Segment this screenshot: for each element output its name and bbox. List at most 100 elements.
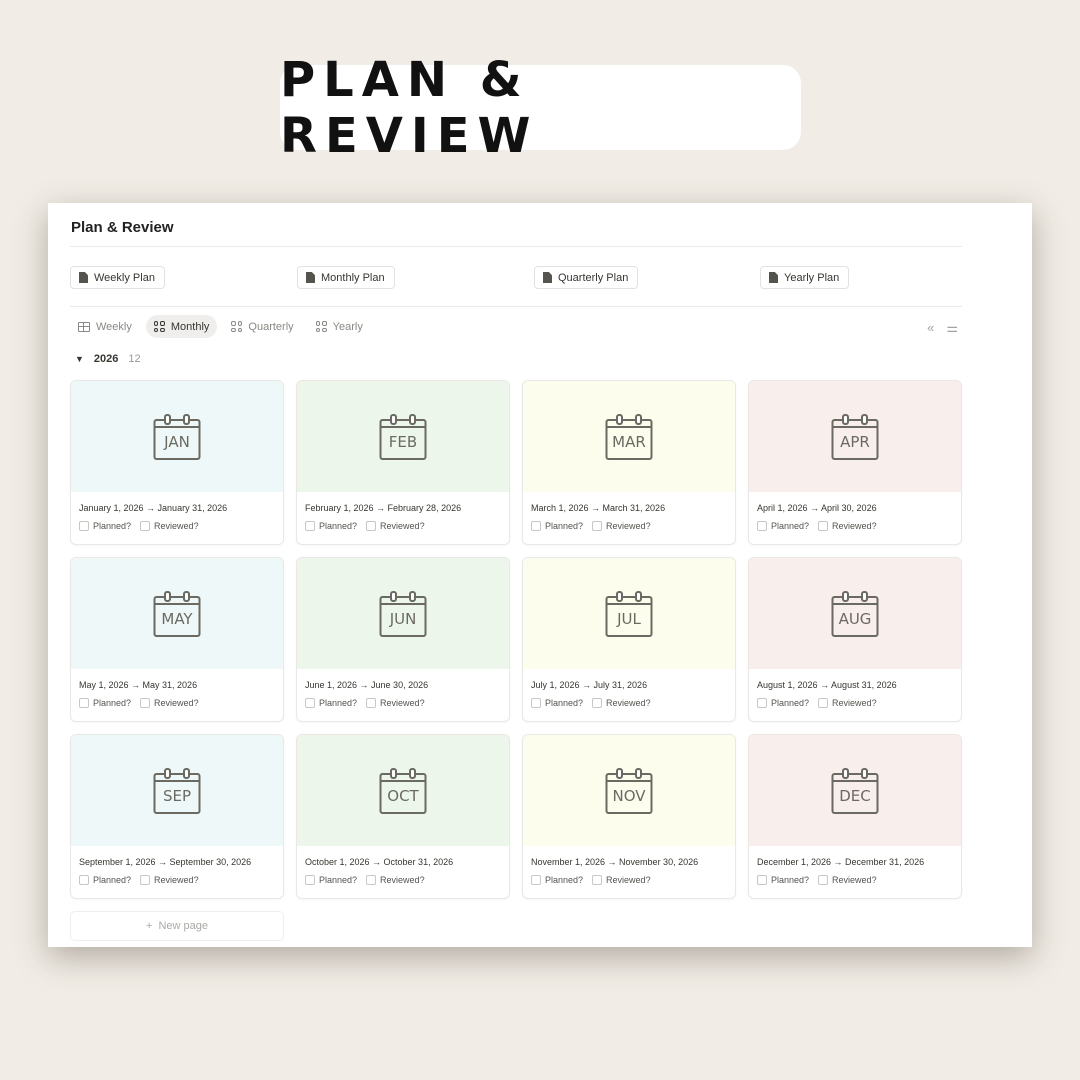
quarterly-plan-button[interactable]: Quarterly Plan [534, 266, 639, 289]
checkbox-icon[interactable] [592, 698, 603, 708]
settings-sliders-icon[interactable]: ⚌ [946, 320, 958, 335]
checkbox-icon[interactable] [818, 875, 829, 885]
planned-checkbox[interactable]: Planned? [305, 521, 357, 531]
date-range: March 1, 2026 → March 31, 2026 [531, 503, 666, 513]
tab-yearly[interactable]: Yearly [308, 315, 371, 338]
document-icon [79, 272, 88, 283]
month-label: JAN [164, 432, 190, 451]
planned-checkbox[interactable]: Planned? [305, 875, 357, 885]
new-page-button[interactable]: + New page [70, 911, 284, 941]
checkbox-label: Reviewed? [832, 521, 877, 531]
reviewed-checkbox[interactable]: Reviewed? [592, 875, 651, 885]
checkbox-icon[interactable] [305, 875, 315, 885]
reviewed-checkbox[interactable]: Reviewed? [366, 875, 425, 885]
date-range: October 1, 2026 → October 31, 2026 [305, 857, 454, 867]
gallery-icon [153, 321, 165, 332]
group-header[interactable]: ▼ 2026 12 [75, 353, 141, 365]
view-tabs: Weekly Monthly Quarterly Yearly [70, 315, 371, 338]
planned-checkbox[interactable]: Planned? [531, 875, 583, 885]
triangle-down-icon[interactable]: ▼ [75, 354, 84, 364]
month-label: JUN [389, 609, 417, 628]
card-cover: DEC [749, 735, 961, 846]
planned-checkbox[interactable]: Planned? [757, 521, 809, 531]
checkbox-icon[interactable] [531, 521, 541, 531]
reviewed-checkbox[interactable]: Reviewed? [140, 698, 199, 708]
month-card-aug[interactable]: AUG August 1, 2026 → August 31, 2026 Pla… [748, 557, 962, 722]
checkbox-icon[interactable] [79, 698, 89, 708]
checkbox-icon[interactable] [757, 698, 767, 708]
button-label: Quarterly Plan [558, 271, 629, 284]
planned-checkbox[interactable]: Planned? [531, 521, 583, 531]
date-range: August 1, 2026 → August 31, 2026 [757, 680, 897, 690]
checkbox-icon[interactable] [79, 875, 89, 885]
month-card-jun[interactable]: JUN June 1, 2026 → June 30, 2026 Planned… [296, 557, 510, 722]
tab-monthly[interactable]: Monthly [145, 315, 218, 338]
reviewed-checkbox[interactable]: Reviewed? [140, 875, 199, 885]
checkbox-icon[interactable] [818, 521, 829, 531]
reviewed-checkbox[interactable]: Reviewed? [818, 875, 877, 885]
month-card-oct[interactable]: OCT October 1, 2026 → October 31, 2026 P… [296, 734, 510, 899]
reviewed-checkbox[interactable]: Reviewed? [818, 521, 877, 531]
reviewed-checkbox[interactable]: Reviewed? [366, 698, 425, 708]
reviewed-checkbox[interactable]: Reviewed? [592, 521, 651, 531]
planned-checkbox[interactable]: Planned? [305, 698, 357, 708]
checkbox-icon[interactable] [757, 875, 767, 885]
checkbox-icon[interactable] [531, 698, 541, 708]
checkbox-icon[interactable] [818, 698, 829, 708]
checkbox-icon[interactable] [592, 875, 603, 885]
month-card-may[interactable]: MAY May 1, 2026 → May 31, 2026 Planned? R… [70, 557, 284, 722]
checkbox-icon[interactable] [140, 521, 151, 531]
planned-checkbox[interactable]: Planned? [757, 875, 809, 885]
month-card-jan[interactable]: JAN January 1, 2026 → January 31, 2026 P… [70, 380, 284, 545]
checkbox-icon[interactable] [366, 698, 377, 708]
checkbox-label: Reviewed? [154, 521, 199, 531]
checkbox-icon[interactable] [592, 521, 603, 531]
checkbox-label: Planned? [319, 875, 358, 885]
planned-checkbox[interactable]: Planned? [79, 875, 131, 885]
checkbox-icon[interactable] [531, 875, 541, 885]
month-card-nov[interactable]: NOV November 1, 2026 → November 30, 2026… [522, 734, 736, 899]
checkbox-icon[interactable] [305, 521, 315, 531]
reviewed-checkbox[interactable]: Reviewed? [592, 698, 651, 708]
yearly-plan-button[interactable]: Yearly Plan [760, 266, 850, 289]
checkbox-icon[interactable] [140, 698, 151, 708]
view-tools: « ⚌ [927, 320, 958, 336]
month-card-apr[interactable]: APR April 1, 2026 → April 30, 2026 Plann… [748, 380, 962, 545]
planned-checkbox[interactable]: Planned? [79, 698, 131, 708]
date-range: April 1, 2026 → April 30, 2026 [757, 503, 877, 513]
checkbox-label: Reviewed? [380, 521, 425, 531]
planned-checkbox[interactable]: Planned? [531, 698, 583, 708]
checkbox-icon[interactable] [79, 521, 89, 531]
reviewed-checkbox[interactable]: Reviewed? [140, 521, 199, 531]
checkbox-label: Reviewed? [606, 521, 651, 531]
reviewed-checkbox[interactable]: Reviewed? [818, 698, 877, 708]
collapse-icon[interactable]: « [927, 320, 935, 335]
checkbox-icon[interactable] [366, 521, 377, 531]
tab-quarterly[interactable]: Quarterly [223, 315, 301, 338]
month-card-dec[interactable]: DEC December 1, 2026 → December 31, 2026… [748, 734, 962, 899]
card-cover: NOV [523, 735, 735, 846]
month-card-jul[interactable]: JUL July 1, 2026 → July 31, 2026 Planned… [522, 557, 736, 722]
month-label: OCT [387, 786, 419, 805]
checkbox-label: Planned? [93, 698, 132, 708]
month-card-feb[interactable]: FEB February 1, 2026 → February 28, 2026… [296, 380, 510, 545]
month-card-sep[interactable]: SEP September 1, 2026 → September 30, 20… [70, 734, 284, 899]
gallery-icon [231, 321, 243, 332]
calendar-icon: FEB [379, 413, 427, 461]
checkbox-label: Planned? [771, 698, 810, 708]
weekly-plan-button[interactable]: Weekly Plan [70, 266, 165, 289]
checkbox-icon[interactable] [305, 698, 315, 708]
card-cover: APR [749, 381, 961, 492]
tab-weekly[interactable]: Weekly [70, 315, 140, 338]
checkbox-icon[interactable] [757, 521, 767, 531]
planned-checkbox[interactable]: Planned? [79, 521, 131, 531]
checkbox-icon[interactable] [366, 875, 377, 885]
planned-checkbox[interactable]: Planned? [757, 698, 809, 708]
date-range: September 1, 2026 → September 30, 2026 [79, 857, 252, 867]
tab-label: Monthly [170, 320, 210, 333]
month-card-mar[interactable]: MAR March 1, 2026 → March 31, 2026 Plann… [522, 380, 736, 545]
checkbox-icon[interactable] [140, 875, 151, 885]
reviewed-checkbox[interactable]: Reviewed? [366, 521, 425, 531]
monthly-plan-button[interactable]: Monthly Plan [297, 266, 395, 289]
month-label: AUG [838, 609, 872, 628]
